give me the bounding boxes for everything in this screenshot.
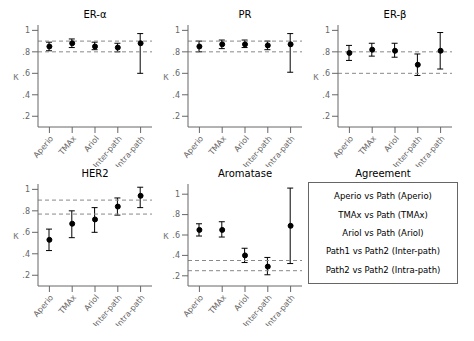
svg-text:.4: .4 <box>22 250 30 259</box>
html-text:Path2 vs Path2 (Intra-path): Path2 vs Path2 (Intra-path) <box>325 264 441 275</box>
svg-text:1: 1 <box>175 190 180 199</box>
svg-text:Ariol: Ariol <box>82 134 101 154</box>
svg-text:Intra-path: Intra-path <box>264 293 297 326</box>
svg-text:.6: .6 <box>22 228 30 237</box>
svg-text:Aperio: Aperio <box>32 134 56 160</box>
svg-text:TMAx: TMAx <box>56 134 78 158</box>
svg-text:1: 1 <box>325 26 330 35</box>
svg-text:Intra-path: Intra-path <box>114 293 147 326</box>
svg-text:TMAx: TMAx <box>56 293 78 317</box>
svg-text:TMAx: TMAx <box>206 293 228 317</box>
svg-text:κ: κ <box>163 71 169 82</box>
svg-text:Aperio: Aperio <box>332 134 356 160</box>
svg-text:Intra-path: Intra-path <box>414 134 447 167</box>
svg-text:.2: .2 <box>172 272 180 281</box>
html-text:Agreement: Agreement <box>355 168 411 179</box>
html-text:TMAx vs Path (TMAx): TMAx vs Path (TMAx) <box>338 209 428 220</box>
svg-text:κ: κ <box>13 71 19 82</box>
svg-text:.6: .6 <box>22 69 30 78</box>
svg-text:TMAx: TMAx <box>356 134 378 158</box>
svg-text:Ariol: Ariol <box>232 293 251 313</box>
svg-text:.8: .8 <box>22 207 30 216</box>
svg-text:Aperio: Aperio <box>182 293 206 319</box>
html-text:Ariol vs Path (Ariol): Ariol vs Path (Ariol) <box>342 228 424 238</box>
svg-text:Intra-path: Intra-path <box>114 134 147 167</box>
svg-text:.4: .4 <box>322 91 330 100</box>
html-text:Aperio vs Path (Aperio): Aperio vs Path (Aperio) <box>334 191 432 202</box>
html-text:Path1 vs Path2 (Inter-path): Path1 vs Path2 (Inter-path) <box>325 246 441 257</box>
svg-text:.8: .8 <box>22 48 30 57</box>
svg-text:κ: κ <box>13 230 19 241</box>
svg-text:TMAx: TMAx <box>206 134 228 158</box>
svg-text:.8: .8 <box>172 48 180 57</box>
svg-text:1: 1 <box>25 26 30 35</box>
svg-text:.8: .8 <box>322 48 330 57</box>
svg-text:.4: .4 <box>172 91 180 100</box>
svg-text:.2: .2 <box>172 112 180 121</box>
svg-text:1: 1 <box>175 26 180 35</box>
html-text:Aromatase: Aromatase <box>217 168 273 179</box>
svg-text:.6: .6 <box>322 69 330 78</box>
svg-text:Aperio: Aperio <box>182 134 206 160</box>
html-text:PR: PR <box>238 9 252 20</box>
svg-text:Intra-path: Intra-path <box>264 134 297 167</box>
svg-text:.2: .2 <box>322 112 330 121</box>
svg-text:Ariol: Ariol <box>82 293 101 313</box>
svg-text:.6: .6 <box>172 231 180 240</box>
html-text:ER-α: ER-α <box>83 9 107 20</box>
svg-text:.4: .4 <box>22 91 30 100</box>
svg-text:.8: .8 <box>172 210 180 219</box>
svg-text:Ariol: Ariol <box>382 134 401 154</box>
svg-text:Ariol: Ariol <box>232 134 251 154</box>
svg-text:.2: .2 <box>22 112 30 121</box>
svg-text:κ: κ <box>163 230 169 241</box>
svg-text:Aperio: Aperio <box>32 293 56 319</box>
svg-text:1: 1 <box>25 185 30 194</box>
html-text:HER2: HER2 <box>81 168 109 179</box>
svg-text:.2: .2 <box>22 271 30 280</box>
svg-text:κ: κ <box>313 71 319 82</box>
svg-text:.6: .6 <box>172 69 180 78</box>
svg-text:.4: .4 <box>172 251 180 260</box>
html-text:ER-β: ER-β <box>383 9 407 20</box>
